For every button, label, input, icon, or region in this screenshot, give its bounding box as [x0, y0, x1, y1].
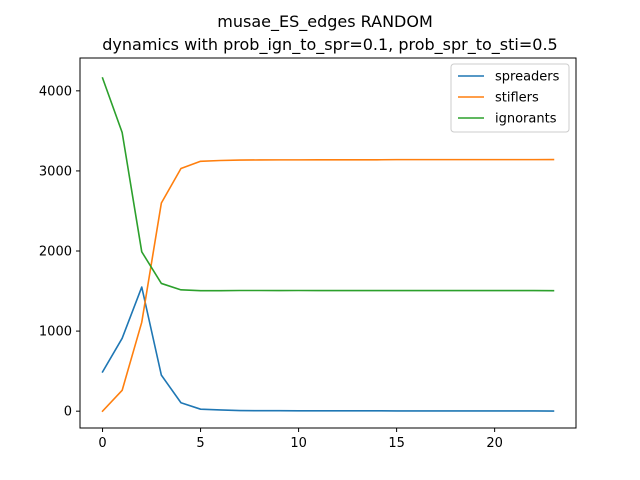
- series-layer: [101, 76, 555, 413]
- y-tick-label: 4000: [39, 84, 72, 99]
- axes-frame: [79, 57, 577, 429]
- series-line-stiflers: [101, 158, 555, 413]
- x-tick-label: 20: [486, 436, 503, 451]
- x-axis: 0 5 10 15 20: [98, 428, 503, 451]
- legend-label-spreaders: spreaders: [495, 70, 560, 85]
- chart-subtitle: dynamics with prob_ign_to_spr=0.1, prob_…: [102, 35, 557, 55]
- legend: spreaders stiflers ignorants: [450, 63, 570, 133]
- series-line-ignorants: [101, 76, 555, 292]
- x-tick-label: 15: [388, 436, 405, 451]
- legend-label-ignorants: ignorants: [495, 112, 557, 127]
- x-tick-label: 0: [98, 436, 106, 451]
- legend-box: [450, 63, 570, 133]
- y-tick-label: 0: [64, 405, 72, 420]
- y-tick-label: 1000: [39, 325, 72, 340]
- legend-label-stiflers: stiflers: [495, 91, 539, 106]
- series-line-spreaders: [101, 286, 555, 412]
- axes-border: [79, 57, 577, 429]
- y-tick-label: 3000: [39, 164, 72, 179]
- x-tick-label: 10: [290, 436, 307, 451]
- x-tick-label: 5: [196, 436, 204, 451]
- y-tick-label: 2000: [39, 245, 72, 260]
- y-axis: 0 1000 2000 3000 4000: [39, 84, 80, 420]
- chart-title: musae_ES_edges RANDOM: [217, 12, 433, 32]
